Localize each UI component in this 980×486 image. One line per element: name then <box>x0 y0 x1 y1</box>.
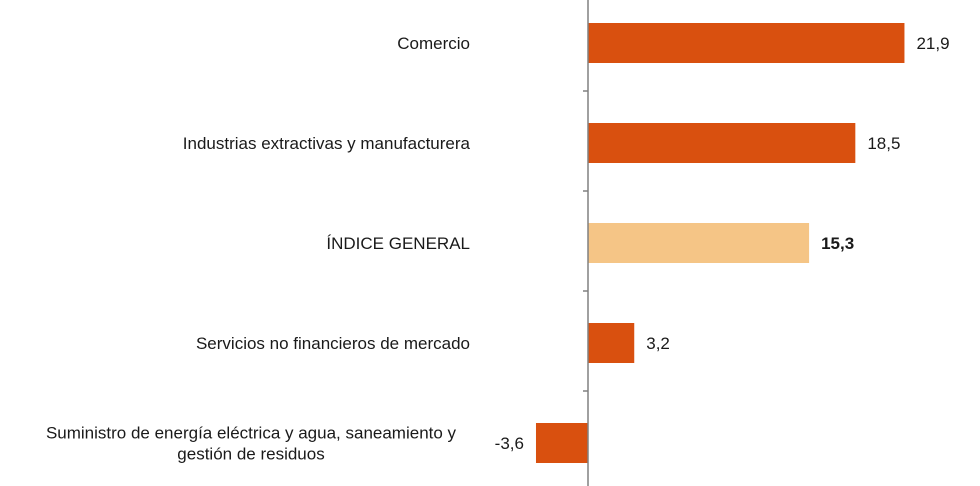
bars-layer <box>535 23 905 463</box>
value-label-3: 3,2 <box>646 334 670 353</box>
labels-layer: 21,9 Comercio 18,5 Industrias extractivas y… <box>46 34 950 464</box>
axis-layer <box>583 0 589 486</box>
category-label-4: Suministro de energía eléctrica y agua, … <box>46 424 457 464</box>
bar-0 <box>588 23 905 63</box>
category-label-2: ÍNDICE GENERAL <box>326 234 470 253</box>
category-label-0-line-0: Comercio <box>397 34 470 53</box>
value-label-2: 15,3 <box>821 234 854 253</box>
category-label-3: Servicios no financieros de mercado <box>196 334 470 353</box>
category-label-4-line-0: Suministro de energía eléctrica y agua, … <box>46 424 457 443</box>
bar-3 <box>588 323 635 363</box>
category-label-0: Comercio <box>397 34 470 53</box>
category-label-3-line-0: Servicios no financieros de mercado <box>196 334 470 353</box>
category-label-1: Industrias extractivas y manufacturera <box>183 134 471 153</box>
bar-2 <box>588 223 810 263</box>
value-label-0: 21,9 <box>916 34 949 53</box>
category-label-2-line-0: ÍNDICE GENERAL <box>326 234 470 253</box>
bar-1 <box>588 123 856 163</box>
value-label-4: -3,6 <box>495 434 524 453</box>
category-label-4-line-1: gestión de residuos <box>177 445 324 464</box>
value-label-1: 18,5 <box>867 134 900 153</box>
category-label-1-line-0: Industrias extractivas y manufacturera <box>183 134 471 153</box>
bar-4 <box>535 423 588 463</box>
